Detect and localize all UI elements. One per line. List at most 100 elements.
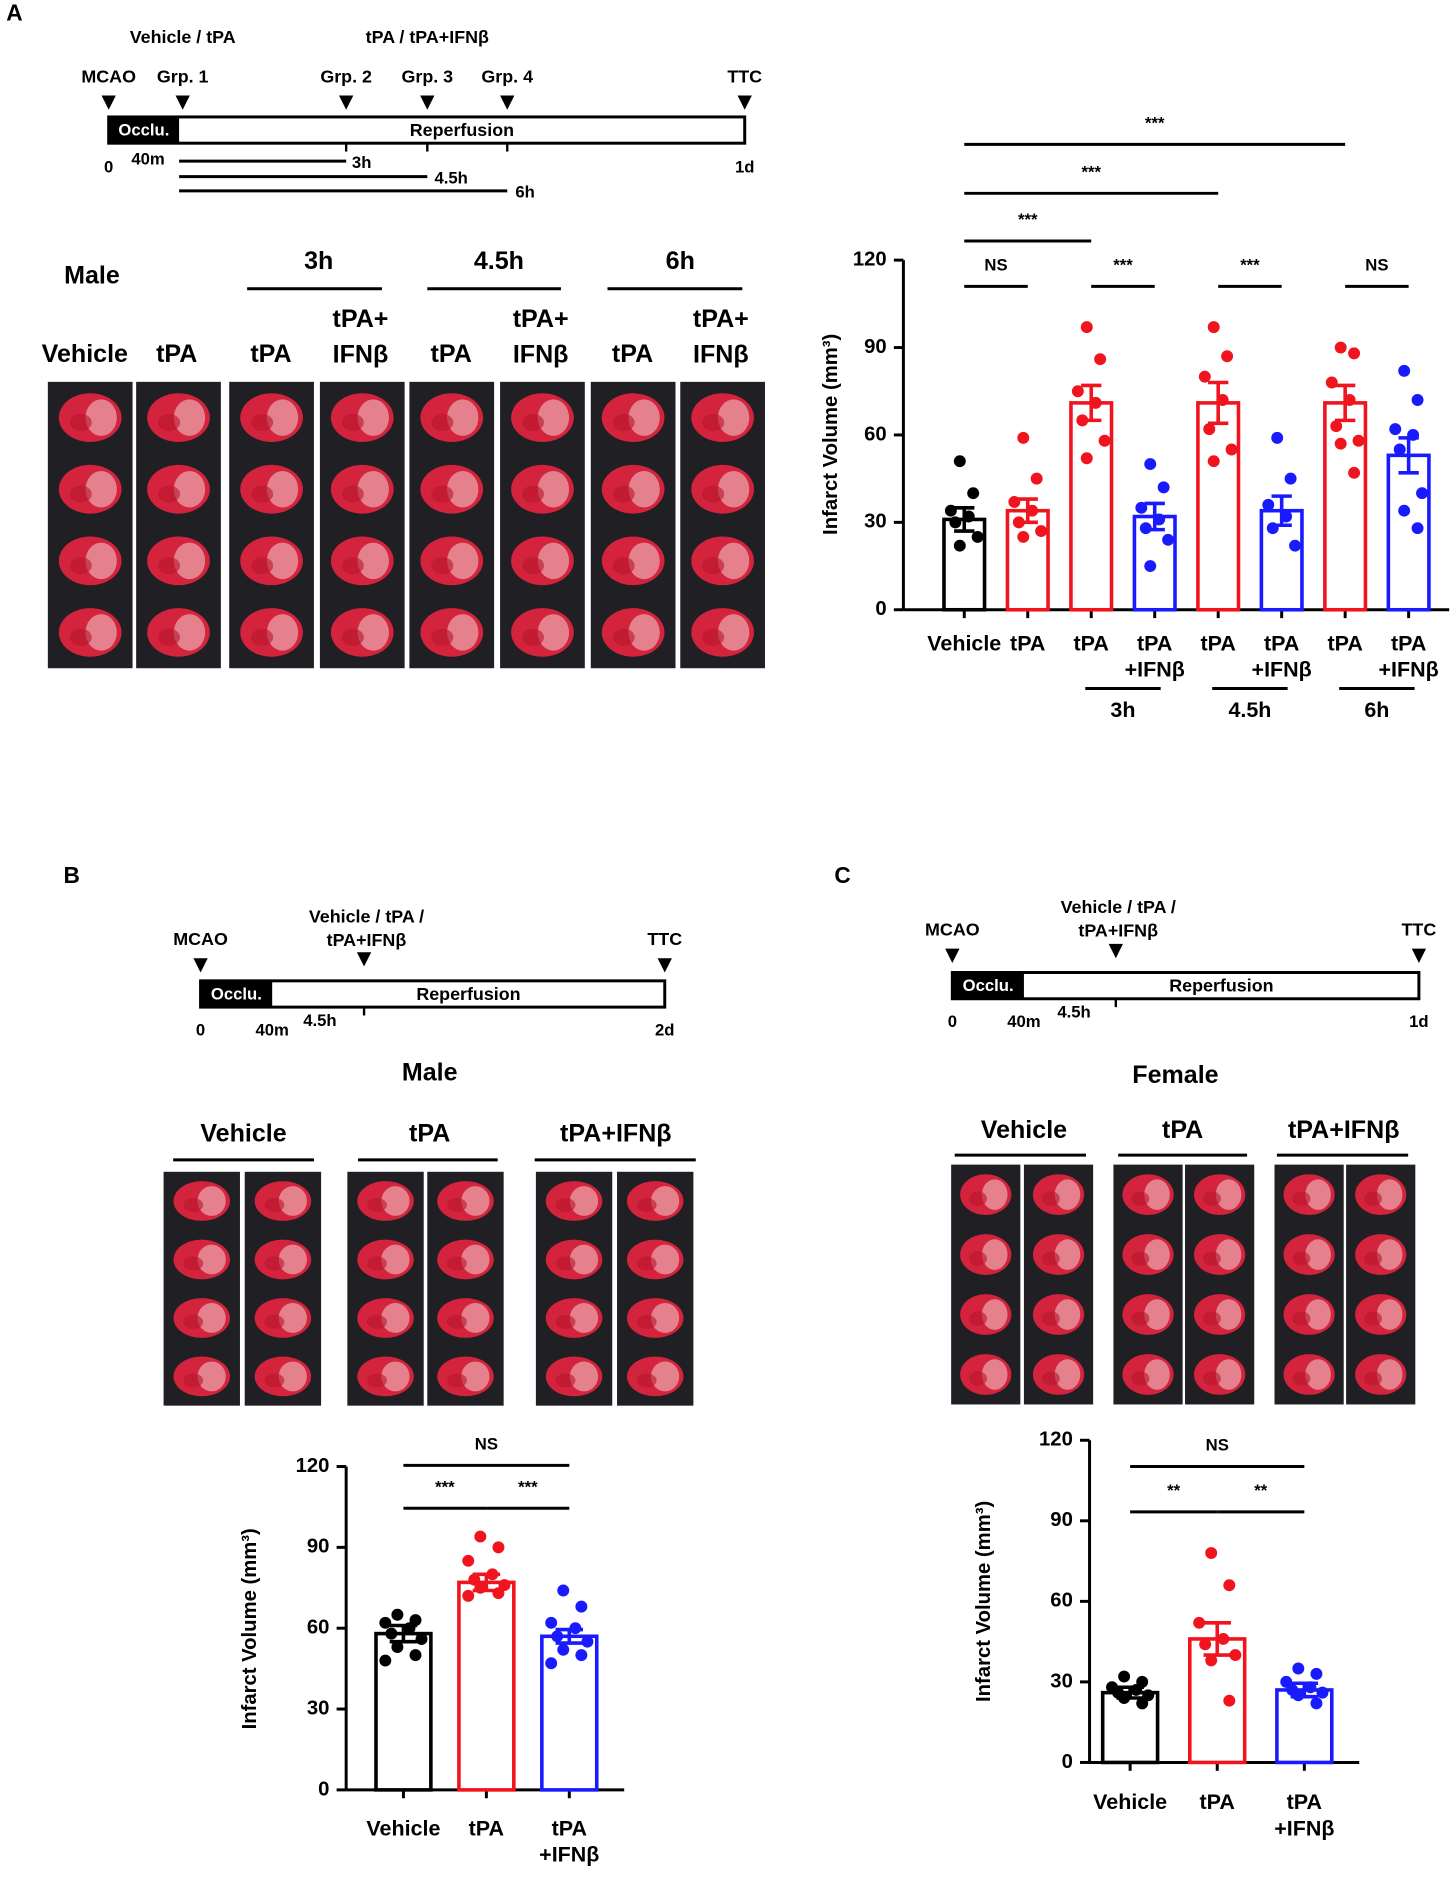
significance-label: NS [1206, 1436, 1229, 1455]
group-label: 3h [1110, 698, 1135, 722]
data-point [403, 1622, 416, 1635]
slice-shade [522, 628, 545, 646]
occlusion-bar [952, 972, 1024, 999]
column-label: tPA+IFNβ [333, 304, 389, 368]
data-point [1026, 504, 1039, 517]
treatment-label: Vehicle / tPA / [309, 906, 424, 926]
arrowhead [737, 95, 752, 110]
data-point [1225, 443, 1238, 456]
infarct-area [461, 1303, 490, 1333]
data-point [1139, 522, 1152, 535]
data-point [1292, 1689, 1305, 1702]
slice-shade [367, 1198, 387, 1212]
time-label: 0 [196, 1020, 205, 1039]
data-point [1135, 501, 1148, 514]
arrowhead [338, 95, 354, 110]
window-label: 4.5h [434, 168, 467, 187]
slice-shade [1202, 1311, 1221, 1326]
data-point [557, 1643, 570, 1656]
significance-label: *** [1145, 114, 1165, 133]
slice-shade [183, 1373, 204, 1388]
infarct-area [1144, 1359, 1170, 1390]
slice-shade [158, 628, 181, 646]
data-point [1012, 516, 1025, 529]
arrowhead [657, 958, 672, 973]
slice-shade [447, 1373, 467, 1388]
data-point [1144, 560, 1157, 573]
slice-shade [264, 1314, 285, 1329]
infarct-area [717, 542, 750, 580]
infarct-area [85, 614, 117, 651]
infarct-area [278, 1186, 307, 1216]
data-point [1325, 376, 1338, 389]
data-point [551, 1630, 564, 1643]
data-point [581, 1635, 594, 1648]
data-point [1017, 431, 1030, 444]
slice-shade [367, 1314, 387, 1329]
data-point [575, 1600, 588, 1613]
infarct-area [650, 1244, 680, 1275]
significance-label: NS [984, 256, 1007, 275]
data-point [1262, 498, 1275, 511]
infarct-area [717, 470, 750, 508]
data-point [1343, 394, 1356, 406]
sex-label: Male [402, 1059, 458, 1087]
slice-shade [969, 1251, 988, 1266]
slice-shade [341, 485, 364, 503]
group-header: 6h [666, 247, 695, 275]
x-tick-label: Vehicle [927, 631, 1001, 655]
occlusion-label: Occlu. [211, 985, 262, 1004]
column-label: tPA+IFNβ [560, 1119, 672, 1147]
data-point [379, 1616, 392, 1629]
infarct-area [628, 470, 660, 508]
slice-shade [183, 1314, 204, 1329]
timepoint-label: Grp. 1 [157, 66, 209, 86]
slice-shade [1292, 1251, 1311, 1266]
data-point [1080, 321, 1093, 334]
slice-shade [612, 485, 635, 503]
slice-shade [969, 1191, 988, 1206]
occlusion-bar [108, 116, 180, 144]
y-tick-label: 60 [307, 1617, 330, 1639]
time-label: 4.5h [1057, 1002, 1090, 1021]
infarct-area [278, 1361, 307, 1392]
slice-shade [431, 485, 454, 503]
y-tick-label: 90 [1050, 1509, 1073, 1531]
infarct-area [173, 470, 206, 508]
data-point [1330, 420, 1343, 433]
data-point [1310, 1697, 1323, 1710]
bar [942, 517, 987, 612]
infarct-area [650, 1186, 680, 1216]
infarct-area [357, 614, 389, 651]
infarct-area [537, 399, 570, 436]
column-label: tPA [1162, 1116, 1203, 1144]
slice-shade [251, 557, 274, 575]
slice-shade [1202, 1191, 1221, 1206]
significance-label: *** [435, 1477, 455, 1496]
data-point [1411, 394, 1424, 406]
infarct-area [1376, 1179, 1403, 1210]
infarct-area [1376, 1239, 1403, 1270]
infarct-area [85, 470, 117, 508]
slice-shade [1131, 1311, 1150, 1326]
slice-shade [555, 1198, 576, 1212]
data-point [415, 1633, 428, 1645]
slice-shade [1202, 1371, 1221, 1386]
x-tick-label: tPA +IFNβ [1125, 631, 1185, 681]
bar [1069, 401, 1114, 612]
data-point [492, 1587, 505, 1600]
data-point [1205, 1547, 1218, 1559]
data-point [1352, 434, 1365, 447]
arrowhead [1411, 948, 1427, 963]
data-point [1407, 428, 1420, 441]
treatment-label: tPA / tPA+IFNβ [366, 27, 489, 47]
data-point [1416, 487, 1428, 500]
slice-shade [1364, 1371, 1382, 1386]
data-point [1334, 437, 1347, 450]
infarct-area [717, 614, 750, 651]
data-point [971, 530, 984, 543]
treatment-label: Vehicle / tPA / [1061, 897, 1176, 917]
slice-shade [1131, 1191, 1150, 1206]
sex-label: Female [1132, 1061, 1218, 1089]
slice-shade [555, 1373, 576, 1388]
